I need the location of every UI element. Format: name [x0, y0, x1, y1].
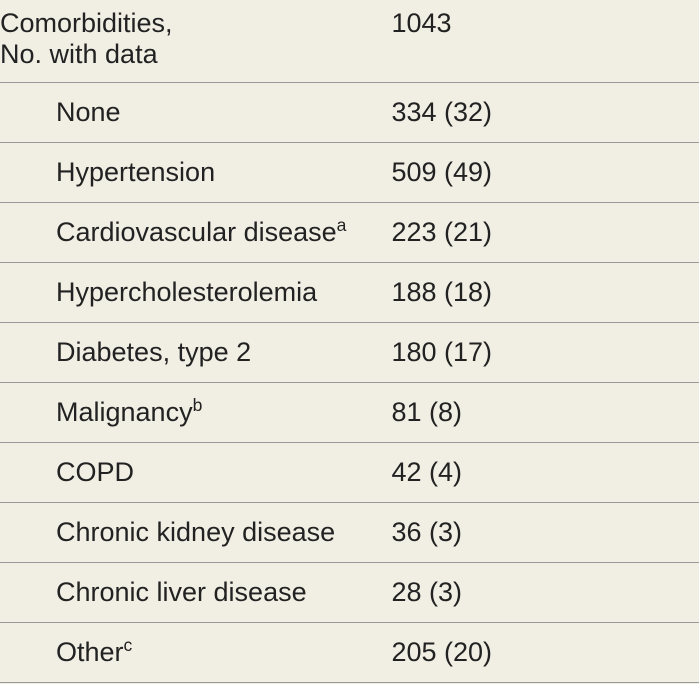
header-label-line2: No. with data [0, 39, 158, 69]
table-row: None 334 (32) [0, 83, 699, 143]
row-label-cell: Cardiovascular diseasea [0, 203, 391, 263]
row-label: Other [56, 637, 124, 667]
row-label: Chronic kidney disease [56, 517, 335, 547]
table-row: COPD 42 (4) [0, 443, 699, 503]
row-label-cell: Otherc [0, 623, 391, 683]
row-superscript: c [124, 635, 133, 655]
row-label: Chronic liver disease [56, 577, 307, 607]
row-label: Malignancy [56, 397, 193, 427]
header-label-cell: Comorbidities, No. with data [0, 0, 391, 83]
row-label-cell: Malignancyb [0, 383, 391, 443]
row-superscript: a [337, 215, 347, 235]
table-header-row: Comorbidities, No. with data 1043 [0, 0, 699, 83]
row-label-cell: Chronic kidney disease [0, 503, 391, 563]
row-label: COPD [56, 457, 134, 487]
row-label-cell: Diabetes, type 2 [0, 323, 391, 383]
table-row: Cardiovascular diseasea223 (21) [0, 203, 699, 263]
table-row: Hypertension 509 (49) [0, 143, 699, 203]
row-label-cell: None [0, 83, 391, 143]
row-value-cell: 36 (3) [391, 503, 699, 563]
row-value-cell: 223 (21) [391, 203, 699, 263]
table-row: Chronic liver disease 28 (3) [0, 563, 699, 623]
header-value-cell: 1043 [391, 0, 699, 83]
row-label: Cardiovascular disease [56, 217, 337, 247]
row-label: Diabetes, type 2 [56, 337, 251, 367]
row-value-cell: 205 (20) [391, 623, 699, 683]
row-value-cell: 28 (3) [391, 563, 699, 623]
row-value-cell: 188 (18) [391, 263, 699, 323]
row-value-cell: 81 (8) [391, 383, 699, 443]
row-label: Hypercholesterolemia [56, 277, 317, 307]
row-label-cell: Chronic liver disease [0, 563, 391, 623]
table-row: Otherc205 (20) [0, 623, 699, 683]
row-value-cell: 180 (17) [391, 323, 699, 383]
row-label-cell: Hypercholesterolemia [0, 263, 391, 323]
table-row: Diabetes, type 2 180 (17) [0, 323, 699, 383]
table-row: Chronic kidney disease 36 (3) [0, 503, 699, 563]
comorbidities-table: Comorbidities, No. with data 1043 None 33… [0, 0, 699, 683]
table-row: Malignancyb81 (8) [0, 383, 699, 443]
row-label-cell: COPD [0, 443, 391, 503]
row-superscript: b [193, 395, 203, 415]
header-label-line1: Comorbidities, [0, 8, 173, 38]
row-label-cell: Hypertension [0, 143, 391, 203]
row-label: Hypertension [56, 157, 215, 187]
row-value-cell: 42 (4) [391, 443, 699, 503]
row-label: None [56, 97, 121, 127]
table-body: Comorbidities, No. with data 1043 None 33… [0, 0, 699, 683]
row-value-cell: 334 (32) [391, 83, 699, 143]
row-value-cell: 509 (49) [391, 143, 699, 203]
table-row: Hypercholesterolemia 188 (18) [0, 263, 699, 323]
